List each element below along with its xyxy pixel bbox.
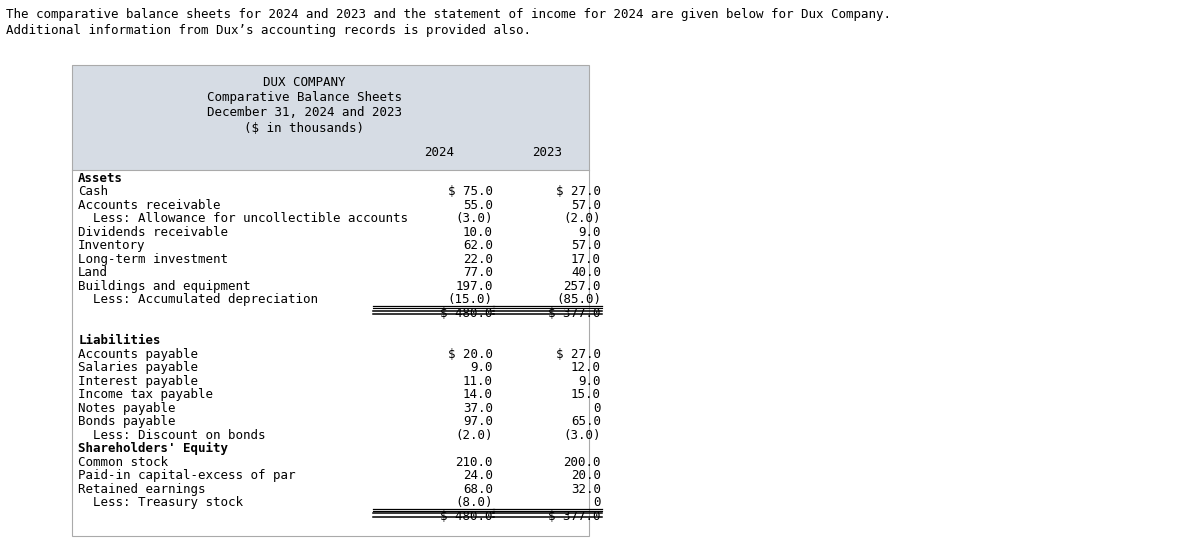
Text: (2.0): (2.0) — [456, 428, 493, 442]
Text: 10.0: 10.0 — [463, 226, 493, 239]
Text: 200.0: 200.0 — [564, 456, 601, 469]
Text: Notes payable: Notes payable — [78, 401, 175, 415]
Text: 20.0: 20.0 — [571, 469, 601, 483]
Text: Buildings and equipment: Buildings and equipment — [78, 280, 251, 293]
Text: (8.0): (8.0) — [456, 496, 493, 510]
Text: 9.0: 9.0 — [470, 361, 493, 374]
Text: 65.0: 65.0 — [571, 415, 601, 428]
Text: 0: 0 — [594, 496, 601, 510]
Text: Liabilities: Liabilities — [78, 334, 161, 347]
Text: 37.0: 37.0 — [463, 401, 493, 415]
Text: Paid-in capital-excess of par: Paid-in capital-excess of par — [78, 469, 296, 483]
Text: (3.0): (3.0) — [456, 212, 493, 226]
Text: 40.0: 40.0 — [571, 266, 601, 280]
Bar — [72, 65, 589, 170]
Text: Shareholders' Equity: Shareholders' Equity — [78, 442, 228, 456]
Text: (3.0): (3.0) — [564, 428, 601, 442]
Text: 210.0: 210.0 — [456, 456, 493, 469]
Text: $ 75.0: $ 75.0 — [448, 185, 493, 199]
Text: 62.0: 62.0 — [463, 239, 493, 253]
Text: Assets: Assets — [78, 171, 123, 185]
Text: Dividends receivable: Dividends receivable — [78, 226, 228, 239]
Text: $ 377.0: $ 377.0 — [548, 307, 601, 320]
Text: 77.0: 77.0 — [463, 266, 493, 280]
Text: Salaries payable: Salaries payable — [78, 361, 198, 374]
Text: $ 27.0: $ 27.0 — [557, 185, 601, 199]
Text: Less: Discount on bonds: Less: Discount on bonds — [78, 428, 266, 442]
Text: Retained earnings: Retained earnings — [78, 483, 206, 496]
Text: 15.0: 15.0 — [571, 388, 601, 401]
Text: Accounts receivable: Accounts receivable — [78, 199, 221, 212]
Text: 17.0: 17.0 — [571, 253, 601, 266]
Text: 68.0: 68.0 — [463, 483, 493, 496]
Text: December 31, 2024 and 2023: December 31, 2024 and 2023 — [207, 106, 401, 119]
Text: $ 480.0: $ 480.0 — [440, 510, 493, 523]
Text: 197.0: 197.0 — [456, 280, 493, 293]
Text: $ 480.0: $ 480.0 — [440, 307, 493, 320]
Text: Bonds payable: Bonds payable — [78, 415, 175, 428]
Text: 257.0: 257.0 — [564, 280, 601, 293]
Text: Comparative Balance Sheets: Comparative Balance Sheets — [207, 91, 401, 104]
Text: Common stock: Common stock — [78, 456, 168, 469]
Text: DUX COMPANY: DUX COMPANY — [263, 76, 345, 89]
Text: 24.0: 24.0 — [463, 469, 493, 483]
Text: Income tax payable: Income tax payable — [78, 388, 213, 401]
Text: 9.0: 9.0 — [578, 226, 601, 239]
Bar — [72, 170, 589, 536]
Text: Cash: Cash — [78, 185, 108, 199]
Text: Additional information from Dux’s accounting records is provided also.: Additional information from Dux’s accoun… — [6, 24, 531, 37]
Text: 9.0: 9.0 — [578, 374, 601, 388]
Text: 2024: 2024 — [424, 146, 453, 159]
Text: 14.0: 14.0 — [463, 388, 493, 401]
Text: 57.0: 57.0 — [571, 239, 601, 253]
Text: Interest payable: Interest payable — [78, 374, 198, 388]
Text: 2023: 2023 — [532, 146, 561, 159]
Text: Inventory: Inventory — [78, 239, 145, 253]
Text: $ 377.0: $ 377.0 — [548, 510, 601, 523]
Bar — [72, 65, 589, 536]
Text: ($ in thousands): ($ in thousands) — [244, 122, 364, 135]
Text: 57.0: 57.0 — [571, 199, 601, 212]
Text: 12.0: 12.0 — [571, 361, 601, 374]
Text: Accounts payable: Accounts payable — [78, 347, 198, 361]
Text: $ 27.0: $ 27.0 — [557, 347, 601, 361]
Text: Less: Accumulated depreciation: Less: Accumulated depreciation — [78, 293, 319, 307]
Text: 32.0: 32.0 — [571, 483, 601, 496]
Text: 0: 0 — [594, 401, 601, 415]
Text: $ 20.0: $ 20.0 — [448, 347, 493, 361]
Text: 22.0: 22.0 — [463, 253, 493, 266]
Text: (15.0): (15.0) — [448, 293, 493, 307]
Text: (85.0): (85.0) — [557, 293, 601, 307]
Text: Long-term investment: Long-term investment — [78, 253, 228, 266]
Text: (2.0): (2.0) — [564, 212, 601, 226]
Bar — [72, 170, 589, 536]
Text: Less: Allowance for uncollectible accounts: Less: Allowance for uncollectible accoun… — [78, 212, 409, 226]
Text: 55.0: 55.0 — [463, 199, 493, 212]
Text: The comparative balance sheets for 2024 and 2023 and the statement of income for: The comparative balance sheets for 2024 … — [6, 8, 891, 21]
Text: Less: Treasury stock: Less: Treasury stock — [78, 496, 243, 510]
Text: Land: Land — [78, 266, 108, 280]
Text: 97.0: 97.0 — [463, 415, 493, 428]
Text: 11.0: 11.0 — [463, 374, 493, 388]
